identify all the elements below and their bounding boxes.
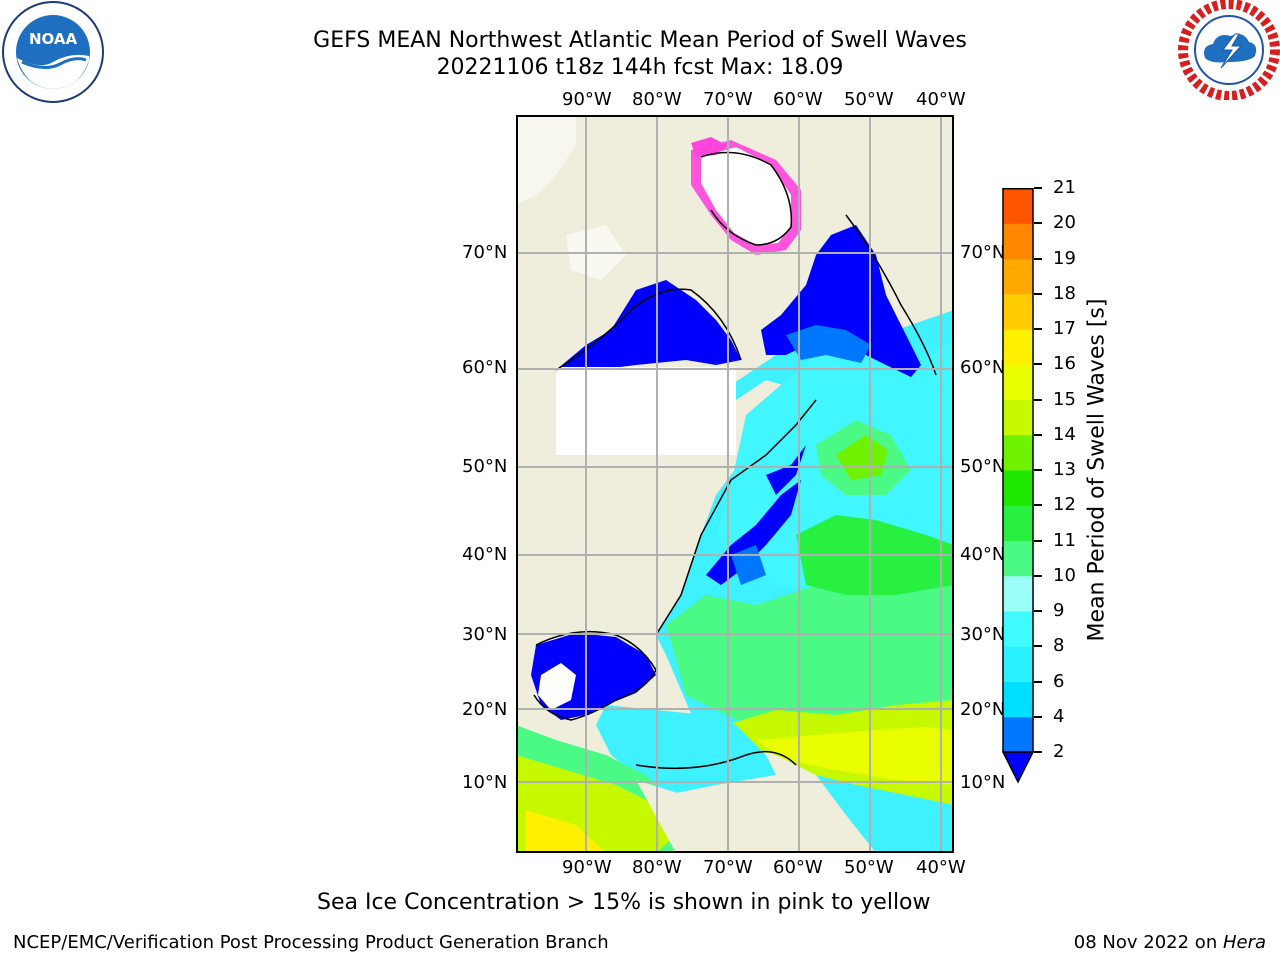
lon-label-bottom: 80°W: [632, 857, 682, 878]
colorbar-swatch: [1003, 188, 1033, 224]
colorbar-tick-mark: [1034, 433, 1042, 436]
colorbar-tick-mark: [1034, 504, 1042, 507]
lat-label-right: 70°N: [960, 242, 1006, 263]
colorbar-tick-label: 9: [1053, 600, 1065, 621]
colorbar-tick-label: 11: [1053, 529, 1076, 551]
colorbar-swatch: [1003, 399, 1033, 436]
colorbar-tick-mark: [1034, 328, 1042, 330]
colorbar-tick-label: 17: [1053, 318, 1076, 339]
lon-label-bottom: 50°W: [844, 857, 894, 878]
map-subtitle: 20221106 t18z 144h fcst Max: 18.09: [436, 55, 844, 80]
colorbar-tick-label: 6: [1053, 670, 1065, 692]
lat-label-right: 30°N: [960, 624, 1006, 645]
lon-label-top: 60°W: [773, 89, 823, 110]
footer-date: 08 Nov 2022 on Hera: [1074, 932, 1266, 953]
colorbar-tick-mark: [1034, 610, 1042, 612]
colorbar-swatch: [1003, 505, 1033, 541]
colorbar-tick-label: 4: [1053, 705, 1065, 727]
lat-label-left: 70°N: [462, 242, 508, 263]
colorbar-tick-label: 15: [1053, 388, 1076, 410]
colorbar-tick-mark: [1034, 222, 1042, 225]
colorbar-swatch: [1003, 364, 1033, 400]
colorbar-tick-label: 8: [1053, 635, 1065, 657]
map-title: GEFS MEAN Northwest Atlantic Mean Period…: [313, 28, 967, 53]
footer-credit: NCEP/EMC/Verification Post Processing Pr…: [13, 932, 609, 953]
lon-label-bottom: 90°W: [562, 857, 612, 878]
colorbar-swatch: [1003, 575, 1033, 612]
lat-label-left: 30°N: [462, 624, 508, 645]
colorbar-swatch: [1003, 681, 1033, 718]
colorbar-tick-mark: [1034, 187, 1042, 189]
colorbar-tick-label: 10: [1053, 564, 1076, 586]
colorbar-tick-mark: [1034, 292, 1042, 295]
lat-label-right: 10°N: [960, 772, 1006, 793]
colorbar-tick-mark: [1034, 257, 1042, 260]
colorbar-tick-label: 19: [1053, 247, 1076, 269]
lat-label-left: 60°N: [462, 357, 508, 378]
colorbar-tick-mark: [1034, 363, 1042, 366]
colorbar-tick-mark: [1034, 645, 1042, 648]
lon-label-top: 90°W: [562, 89, 612, 110]
colorbar-tick-mark: [1034, 751, 1042, 753]
map-canvas: [516, 115, 954, 853]
lon-label-bottom: 40°W: [916, 857, 966, 878]
colorbar-swatches: [1001, 188, 1035, 784]
noaa-logo: NOAA: [0, 0, 106, 108]
map-panel: [516, 115, 954, 853]
lon-label-bottom: 60°W: [773, 857, 823, 878]
lon-label-top: 70°W: [703, 89, 753, 110]
colorbar-tick-label: 21: [1053, 177, 1076, 198]
colorbar-under-triangle: [1001, 751, 1035, 784]
footer-machine: Hera: [1222, 932, 1266, 953]
colorbar-swatch: [1003, 293, 1033, 330]
colorbar-tick-label: 18: [1053, 282, 1076, 304]
lat-label-right: 20°N: [960, 699, 1006, 720]
lon-label-top: 80°W: [632, 89, 682, 110]
colorbar-tick-label: 13: [1053, 459, 1076, 480]
colorbar-swatch: [1003, 540, 1033, 577]
footer-date-text: 08 Nov 2022 on: [1073, 932, 1223, 953]
colorbar-tick-label: 12: [1053, 494, 1076, 516]
lat-label-right: 50°N: [960, 456, 1006, 477]
colorbar-swatch: [1003, 470, 1033, 506]
colorbar-tick-mark: [1034, 574, 1042, 577]
colorbar-tick-mark: [1034, 469, 1042, 471]
colorbar-tick-mark: [1034, 398, 1042, 401]
lon-label-top: 40°W: [916, 89, 966, 110]
colorbar-label: Mean Period of Swell Waves [s]: [1084, 298, 1110, 642]
colorbar-swatch: [1003, 646, 1033, 682]
colorbar-frame: [1002, 188, 1034, 753]
colorbar-tick-label: 20: [1053, 212, 1076, 234]
colorbar-tick-label: 2: [1053, 741, 1065, 762]
colorbar-tick-mark: [1034, 680, 1042, 683]
sea-ice-note: Sea Ice Concentration > 15% is shown in …: [317, 890, 931, 915]
lon-label-bottom: 70°W: [703, 857, 753, 878]
colorbar-tick-mark: [1034, 715, 1042, 718]
lat-label-left: 40°N: [462, 544, 508, 565]
colorbar-swatch: [1003, 258, 1033, 295]
lat-label-left: 50°N: [462, 456, 508, 477]
lat-label-right: 60°N: [960, 357, 1006, 378]
colorbar-tick-label: 16: [1053, 353, 1076, 375]
lat-label-right: 40°N: [960, 544, 1006, 565]
colorbar-swatch: [1003, 434, 1033, 471]
lat-label-left: 20°N: [462, 699, 508, 720]
colorbar-swatch: [1003, 223, 1033, 259]
colorbar-swatch: [1003, 329, 1033, 365]
nws-logo: [1177, 0, 1280, 104]
lon-label-top: 50°W: [844, 89, 894, 110]
svg-text:NOAA: NOAA: [29, 30, 78, 48]
lat-label-left: 10°N: [462, 772, 508, 793]
colorbar-tick-label: 14: [1053, 423, 1076, 445]
colorbar-swatch: [1003, 716, 1033, 753]
colorbar-swatch: [1003, 611, 1033, 647]
colorbar-tick-mark: [1034, 539, 1042, 542]
colorbar: [1001, 188, 1036, 788]
